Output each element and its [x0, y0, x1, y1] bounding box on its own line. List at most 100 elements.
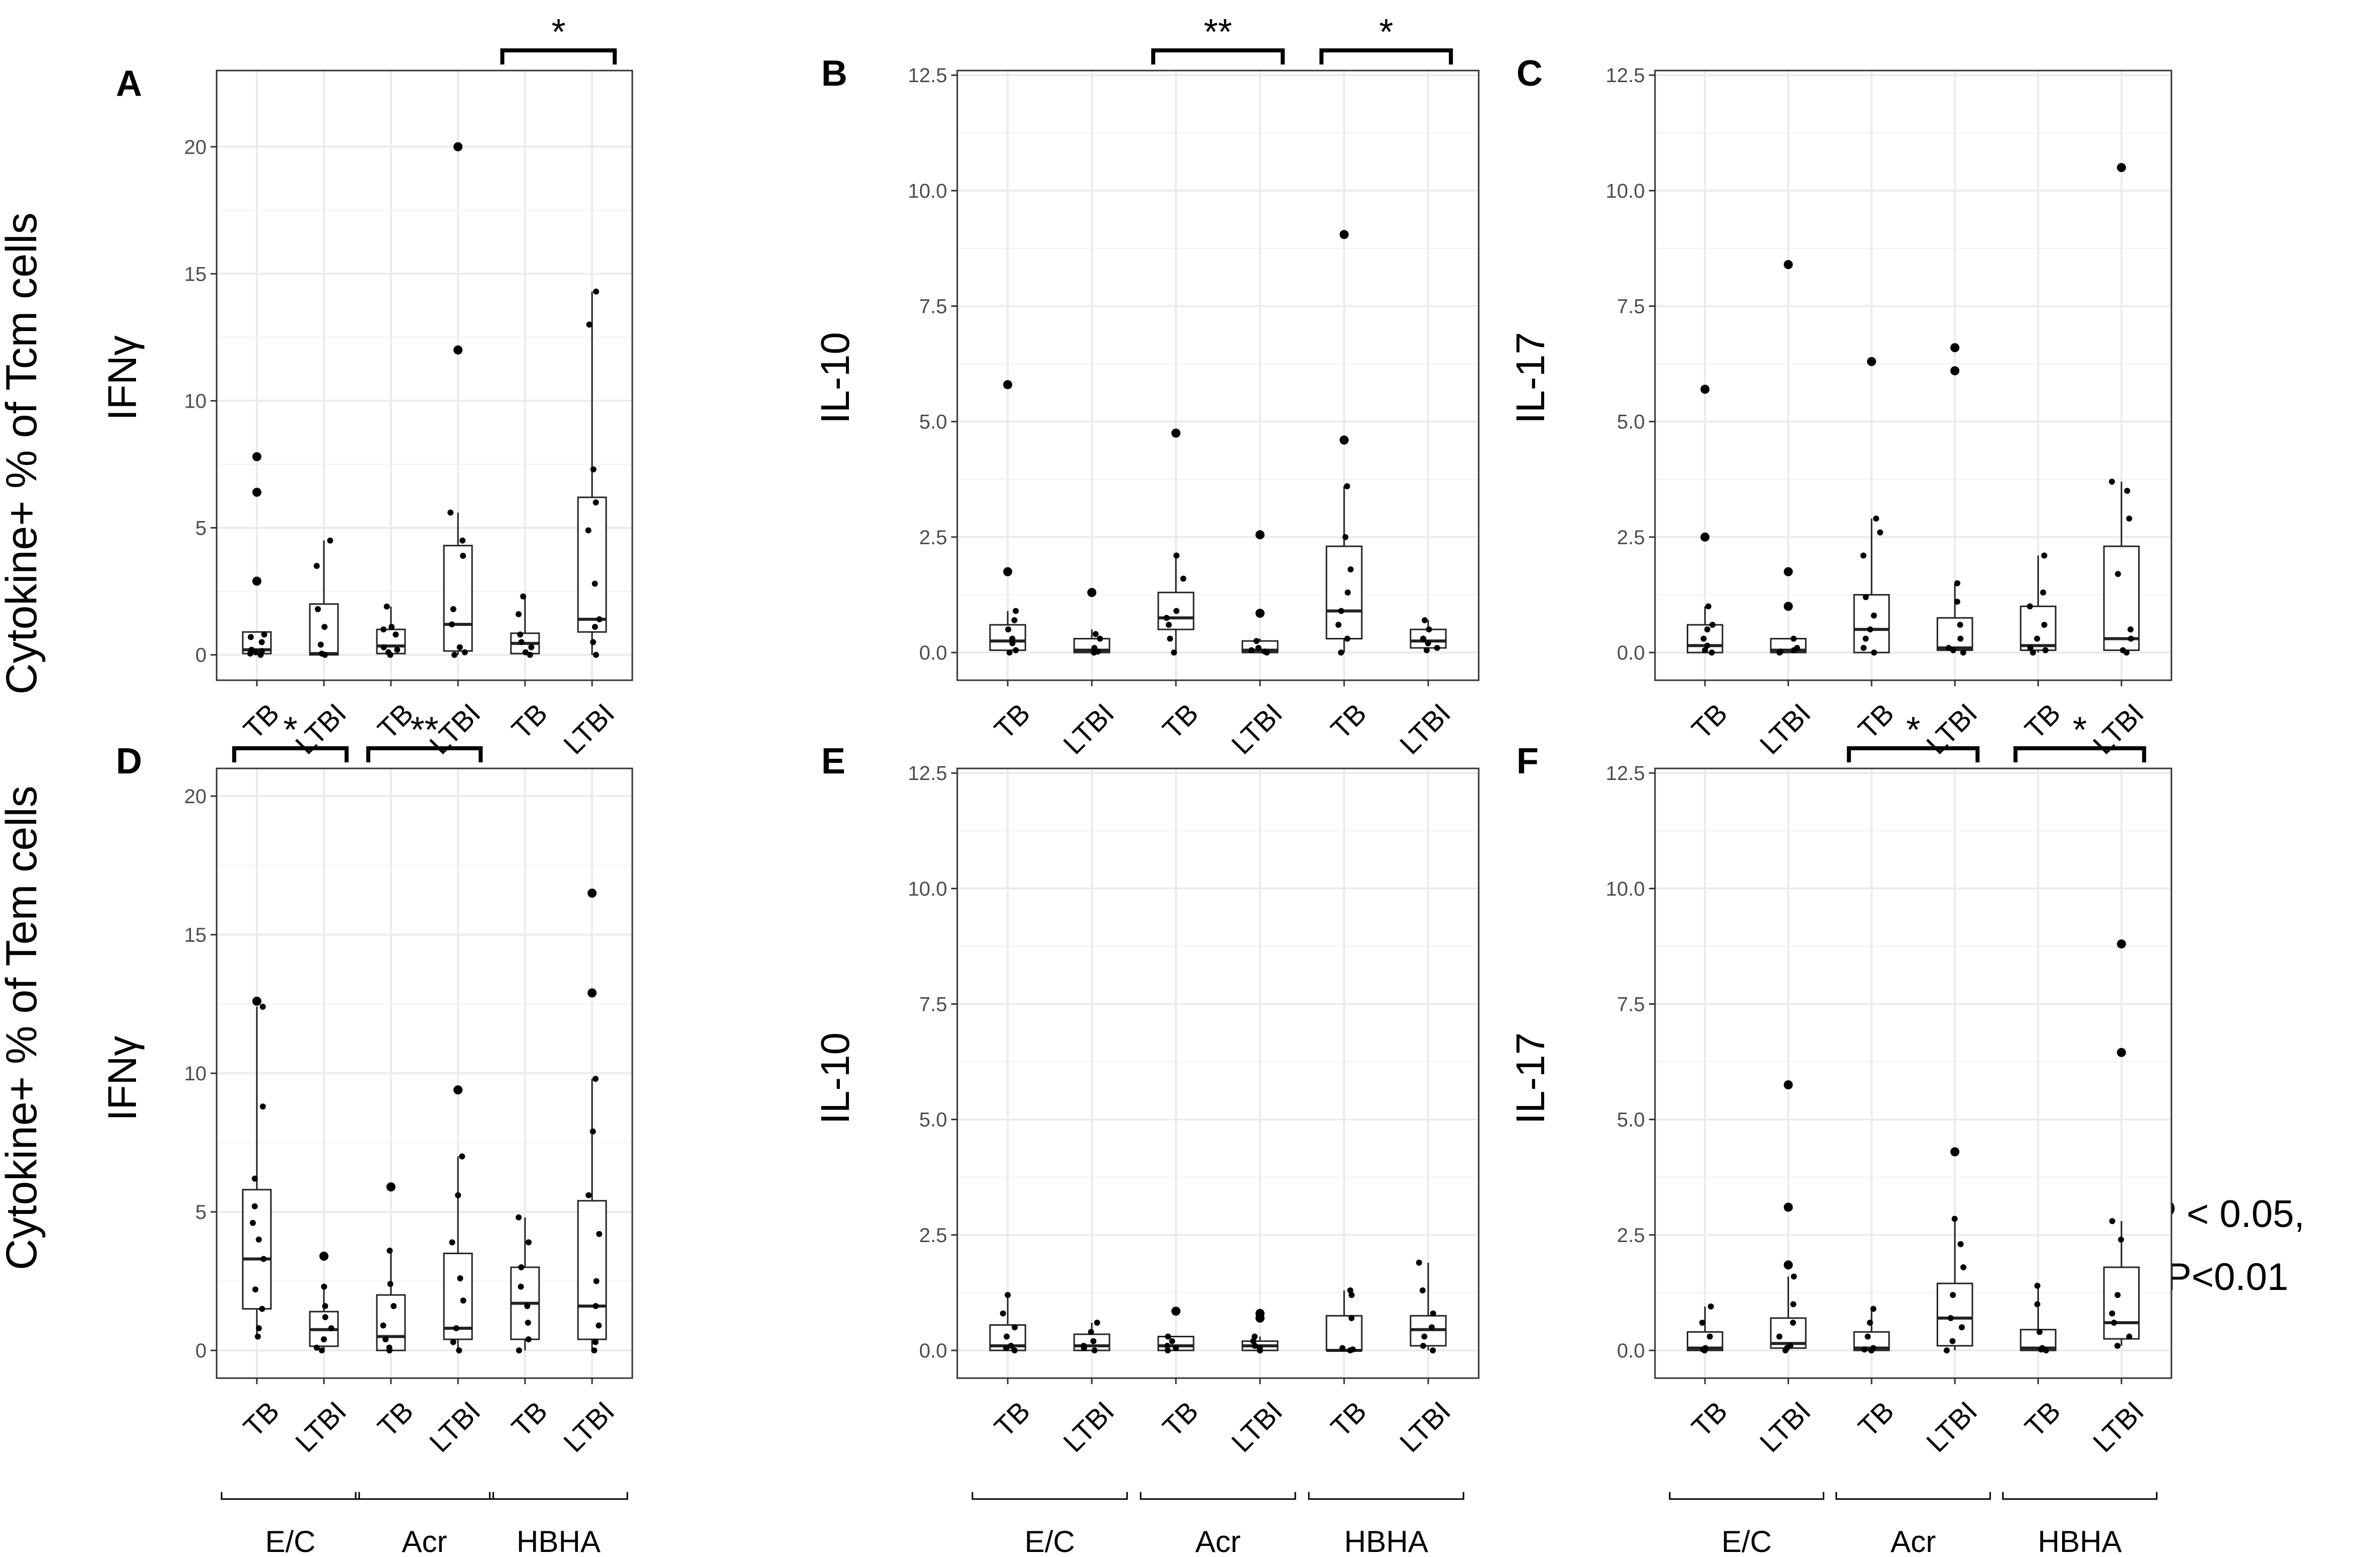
data-point: [1347, 1287, 1354, 1293]
data-point: [1702, 647, 1708, 654]
data-point: [516, 1347, 522, 1353]
data-point: [2039, 1345, 2045, 1351]
panel-letter: A: [116, 63, 142, 104]
outlier-point: [1783, 602, 1793, 611]
outlier-point: [252, 487, 261, 497]
plot-background: [957, 768, 1479, 1378]
plot-border: [1654, 70, 2172, 681]
significance-label: *: [552, 12, 566, 52]
data-point: [1960, 1264, 1967, 1270]
x-tick-label: LTBI: [1225, 697, 1288, 760]
group-bracket: [1835, 1492, 1991, 1500]
data-point: [2109, 1218, 2115, 1224]
y-tick-label: 12.5: [1606, 64, 1645, 87]
data-point: [2124, 488, 2131, 494]
data-point: [1947, 1315, 1954, 1321]
data-point: [517, 631, 523, 638]
data-point: [1790, 1320, 1796, 1326]
significance-bracket: [500, 48, 617, 64]
x-tick-label: LTBI: [1394, 1395, 1457, 1458]
box: [577, 1200, 607, 1340]
data-point: [1004, 1333, 1010, 1340]
data-point: [1251, 1342, 1258, 1349]
data-point: [449, 1239, 455, 1246]
data-point: [1171, 650, 1177, 656]
data-point: [328, 1325, 335, 1331]
data-point: [1335, 622, 1342, 628]
data-point: [1257, 1345, 1263, 1351]
data-point: [2114, 1292, 2121, 1298]
data-point: [1165, 1333, 1171, 1340]
data-point: [321, 1283, 327, 1290]
y-tick-label: 12.5: [1606, 762, 1645, 785]
box: [1936, 617, 1973, 651]
y-tick-label: 7.5: [919, 994, 947, 1016]
y-tick-label: 20: [184, 786, 207, 808]
data-point: [1958, 1324, 1965, 1331]
y-tick-label: 0.0: [919, 1340, 947, 1362]
data-point: [2030, 650, 2036, 656]
data-point: [1094, 1320, 1100, 1326]
data-point: [524, 1303, 531, 1309]
plot-border: [956, 70, 1480, 681]
data-point: [1863, 594, 1869, 600]
data-point: [1420, 1342, 1426, 1349]
box: [376, 628, 406, 655]
outlier-point: [1700, 384, 1710, 394]
significance-bracket: [2013, 746, 2146, 762]
data-point: [591, 1347, 598, 1353]
data-point: [1776, 1333, 1782, 1340]
group-bracket: [2002, 1492, 2158, 1500]
box: [2103, 1266, 2140, 1340]
data-point: [1708, 650, 1715, 656]
data-point: [1011, 1347, 1018, 1353]
data-point: [1957, 635, 1964, 642]
data-point: [1957, 622, 1963, 628]
x-tick-label: LTBI: [2087, 697, 2150, 760]
data-point: [260, 1256, 267, 1262]
group-bracket: [489, 1492, 628, 1500]
data-point: [380, 644, 387, 651]
data-point: [1426, 626, 1432, 633]
data-point: [1419, 1287, 1426, 1293]
y-tick-label: 5.0: [919, 411, 947, 433]
data-point: [1011, 617, 1018, 623]
data-point: [383, 603, 390, 610]
data-point: [259, 1104, 266, 1110]
x-tick-label: TB: [237, 697, 285, 745]
data-point: [1945, 644, 1952, 651]
data-point: [1428, 1324, 1435, 1331]
y-tick-label: 2.5: [919, 1224, 947, 1247]
outlier-point: [1255, 530, 1265, 540]
outlier-point: [1171, 1307, 1181, 1316]
x-tick-label: TB: [988, 1395, 1036, 1443]
data-point: [318, 1347, 325, 1353]
data-point: [1350, 1346, 1356, 1353]
box: [1853, 594, 1890, 654]
group-label: Acr: [1196, 1525, 1241, 1557]
data-point: [320, 1336, 327, 1342]
outlier-point: [319, 1252, 328, 1261]
outlier-point: [1700, 532, 1710, 542]
data-point: [1009, 635, 1016, 642]
data-point: [1173, 608, 1180, 614]
y-tick-label: 10.0: [908, 878, 947, 900]
data-point: [1870, 1345, 1877, 1351]
outlier-point: [386, 1182, 395, 1192]
y-tick-label: 12.5: [908, 64, 947, 87]
x-tick-label: TB: [1325, 697, 1372, 745]
data-point: [455, 1192, 461, 1198]
data-point: [1871, 612, 1877, 619]
data-point: [247, 634, 254, 640]
outlier-point: [252, 452, 261, 462]
x-tick-label: LTBI: [1394, 697, 1457, 760]
data-point: [1863, 635, 1869, 642]
data-point: [2128, 635, 2134, 642]
data-point: [1348, 1292, 1355, 1298]
data-point: [1338, 608, 1345, 614]
data-point: [1787, 1342, 1794, 1349]
x-tick-label: TB: [237, 1395, 285, 1443]
panel-letter: B: [821, 53, 847, 94]
data-point: [450, 606, 456, 612]
box: [376, 1294, 406, 1351]
